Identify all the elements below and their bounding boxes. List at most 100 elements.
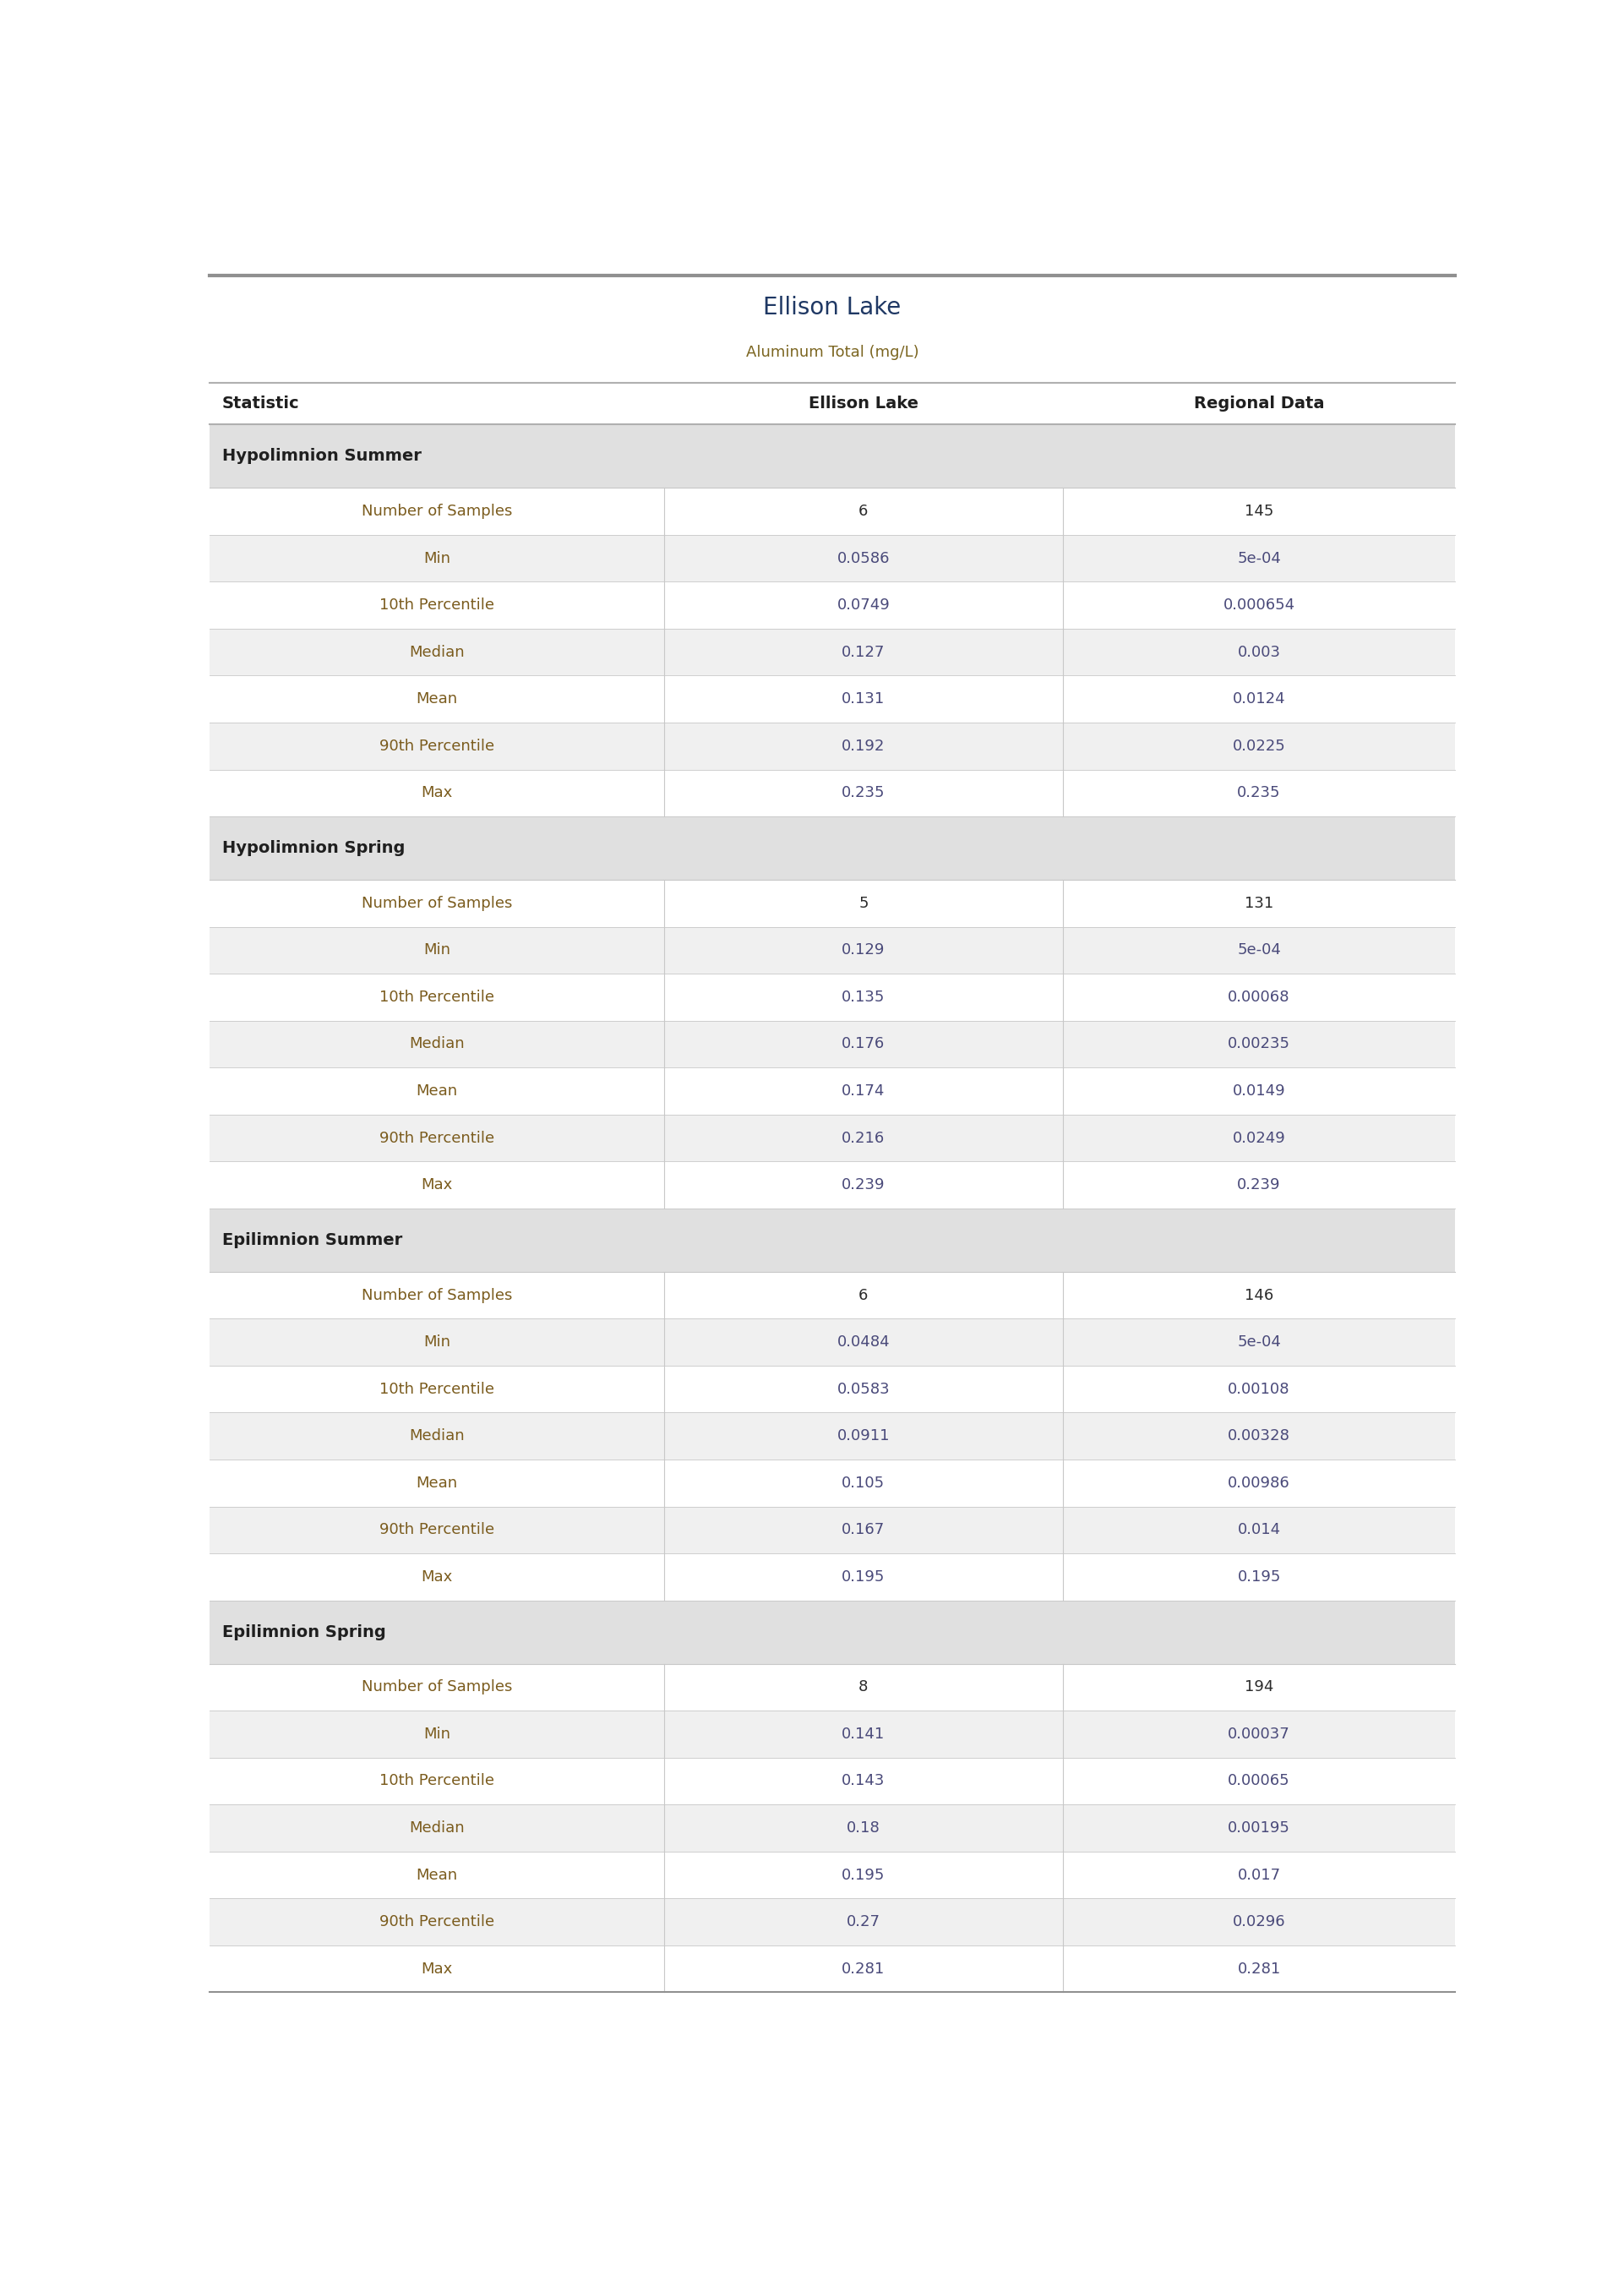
Text: Aluminum Total (mg/L): Aluminum Total (mg/L) [745, 345, 919, 361]
Text: 0.239: 0.239 [841, 1178, 885, 1192]
Bar [209, 536, 1455, 581]
Text: Epilimnion Summer: Epilimnion Summer [222, 1233, 403, 1248]
Bar [209, 1945, 1455, 1993]
Text: Statistic: Statistic [222, 395, 299, 411]
Text: 5e-04: 5e-04 [1237, 1335, 1281, 1351]
Text: 0.27: 0.27 [846, 1914, 880, 1930]
Text: 6: 6 [859, 1287, 869, 1303]
Text: Min: Min [424, 552, 450, 565]
Bar [209, 676, 1455, 722]
Text: Mean: Mean [416, 1476, 458, 1491]
Text: Hypolimnion Spring: Hypolimnion Spring [222, 840, 404, 856]
Bar [209, 817, 1455, 881]
Text: 0.216: 0.216 [841, 1130, 885, 1146]
Text: Min: Min [424, 1727, 450, 1741]
Text: 0.003: 0.003 [1237, 645, 1281, 661]
Bar [209, 1898, 1455, 1945]
Bar [209, 1208, 1455, 1271]
Bar [209, 1412, 1455, 1460]
Text: 0.00108: 0.00108 [1228, 1382, 1289, 1396]
Text: 0.174: 0.174 [841, 1083, 885, 1099]
Text: 10th Percentile: 10th Percentile [380, 990, 494, 1006]
Text: 0.195: 0.195 [1237, 1569, 1281, 1584]
Text: Mean: Mean [416, 692, 458, 706]
Text: Median: Median [409, 645, 464, 661]
Text: Number of Samples: Number of Samples [361, 1680, 512, 1696]
Bar [209, 1367, 1455, 1412]
Bar [209, 1712, 1455, 1757]
Text: 0.00068: 0.00068 [1228, 990, 1289, 1006]
Text: 90th Percentile: 90th Percentile [378, 738, 494, 754]
Text: 0.00037: 0.00037 [1228, 1727, 1289, 1741]
Text: 0.0583: 0.0583 [836, 1382, 890, 1396]
Bar [209, 881, 1455, 926]
Text: 0.105: 0.105 [841, 1476, 885, 1491]
Text: 0.129: 0.129 [841, 942, 885, 958]
Text: 146: 146 [1244, 1287, 1273, 1303]
Text: 194: 194 [1244, 1680, 1273, 1696]
Text: Ellison Lake: Ellison Lake [763, 295, 901, 320]
Bar [209, 1805, 1455, 1852]
Text: 0.0484: 0.0484 [836, 1335, 890, 1351]
Text: Ellison Lake: Ellison Lake [809, 395, 919, 411]
Text: 0.014: 0.014 [1237, 1523, 1281, 1537]
Text: Max: Max [421, 1178, 453, 1192]
Bar [209, 384, 1455, 424]
Text: Max: Max [421, 785, 453, 801]
Text: 0.18: 0.18 [846, 1821, 880, 1836]
Bar [209, 1757, 1455, 1805]
Bar [209, 770, 1455, 817]
Text: 0.239: 0.239 [1237, 1178, 1281, 1192]
Bar [209, 1067, 1455, 1115]
Text: 0.000654: 0.000654 [1223, 597, 1294, 613]
Text: 0.235: 0.235 [1237, 785, 1281, 801]
Text: 90th Percentile: 90th Percentile [378, 1130, 494, 1146]
Text: 0.00195: 0.00195 [1228, 1821, 1291, 1836]
Text: Mean: Mean [416, 1868, 458, 1882]
Text: Regional Data: Regional Data [1194, 395, 1324, 411]
Text: Number of Samples: Number of Samples [361, 504, 512, 520]
Text: 90th Percentile: 90th Percentile [378, 1523, 494, 1537]
Text: 0.281: 0.281 [1237, 1961, 1281, 1977]
Text: 5e-04: 5e-04 [1237, 552, 1281, 565]
Text: 5: 5 [859, 897, 869, 910]
Text: 0.0911: 0.0911 [836, 1428, 890, 1444]
Text: 0.00986: 0.00986 [1228, 1476, 1289, 1491]
Text: 0.141: 0.141 [841, 1727, 885, 1741]
Text: 90th Percentile: 90th Percentile [378, 1914, 494, 1930]
Text: 0.131: 0.131 [841, 692, 885, 706]
Text: Median: Median [409, 1821, 464, 1836]
Text: 0.0124: 0.0124 [1233, 692, 1286, 706]
Text: 10th Percentile: 10th Percentile [380, 1773, 494, 1789]
Text: Min: Min [424, 942, 450, 958]
Bar [209, 1115, 1455, 1162]
Bar [209, 1319, 1455, 1367]
Bar [209, 722, 1455, 770]
Bar [209, 1600, 1455, 1664]
Text: 0.0749: 0.0749 [836, 597, 890, 613]
Text: 0.195: 0.195 [841, 1868, 885, 1882]
Bar [209, 1553, 1455, 1600]
Text: 6: 6 [859, 504, 869, 520]
Text: 0.281: 0.281 [841, 1961, 885, 1977]
Text: 0.192: 0.192 [841, 738, 885, 754]
Text: 0.0225: 0.0225 [1233, 738, 1286, 754]
Text: 0.0586: 0.0586 [836, 552, 890, 565]
Text: 0.00235: 0.00235 [1228, 1037, 1291, 1051]
Text: Epilimnion Spring: Epilimnion Spring [222, 1623, 385, 1641]
Bar [209, 1162, 1455, 1208]
Text: 5e-04: 5e-04 [1237, 942, 1281, 958]
Text: Number of Samples: Number of Samples [361, 1287, 512, 1303]
Text: 0.00328: 0.00328 [1228, 1428, 1291, 1444]
Text: 0.167: 0.167 [841, 1523, 885, 1537]
Text: Max: Max [421, 1961, 453, 1977]
Text: Mean: Mean [416, 1083, 458, 1099]
Bar [209, 488, 1455, 536]
Bar [209, 1022, 1455, 1067]
Text: 0.0249: 0.0249 [1233, 1130, 1286, 1146]
Text: 0.176: 0.176 [841, 1037, 885, 1051]
Bar [209, 1664, 1455, 1712]
Text: 0.127: 0.127 [841, 645, 885, 661]
Bar [209, 1271, 1455, 1319]
Text: 0.195: 0.195 [841, 1569, 885, 1584]
